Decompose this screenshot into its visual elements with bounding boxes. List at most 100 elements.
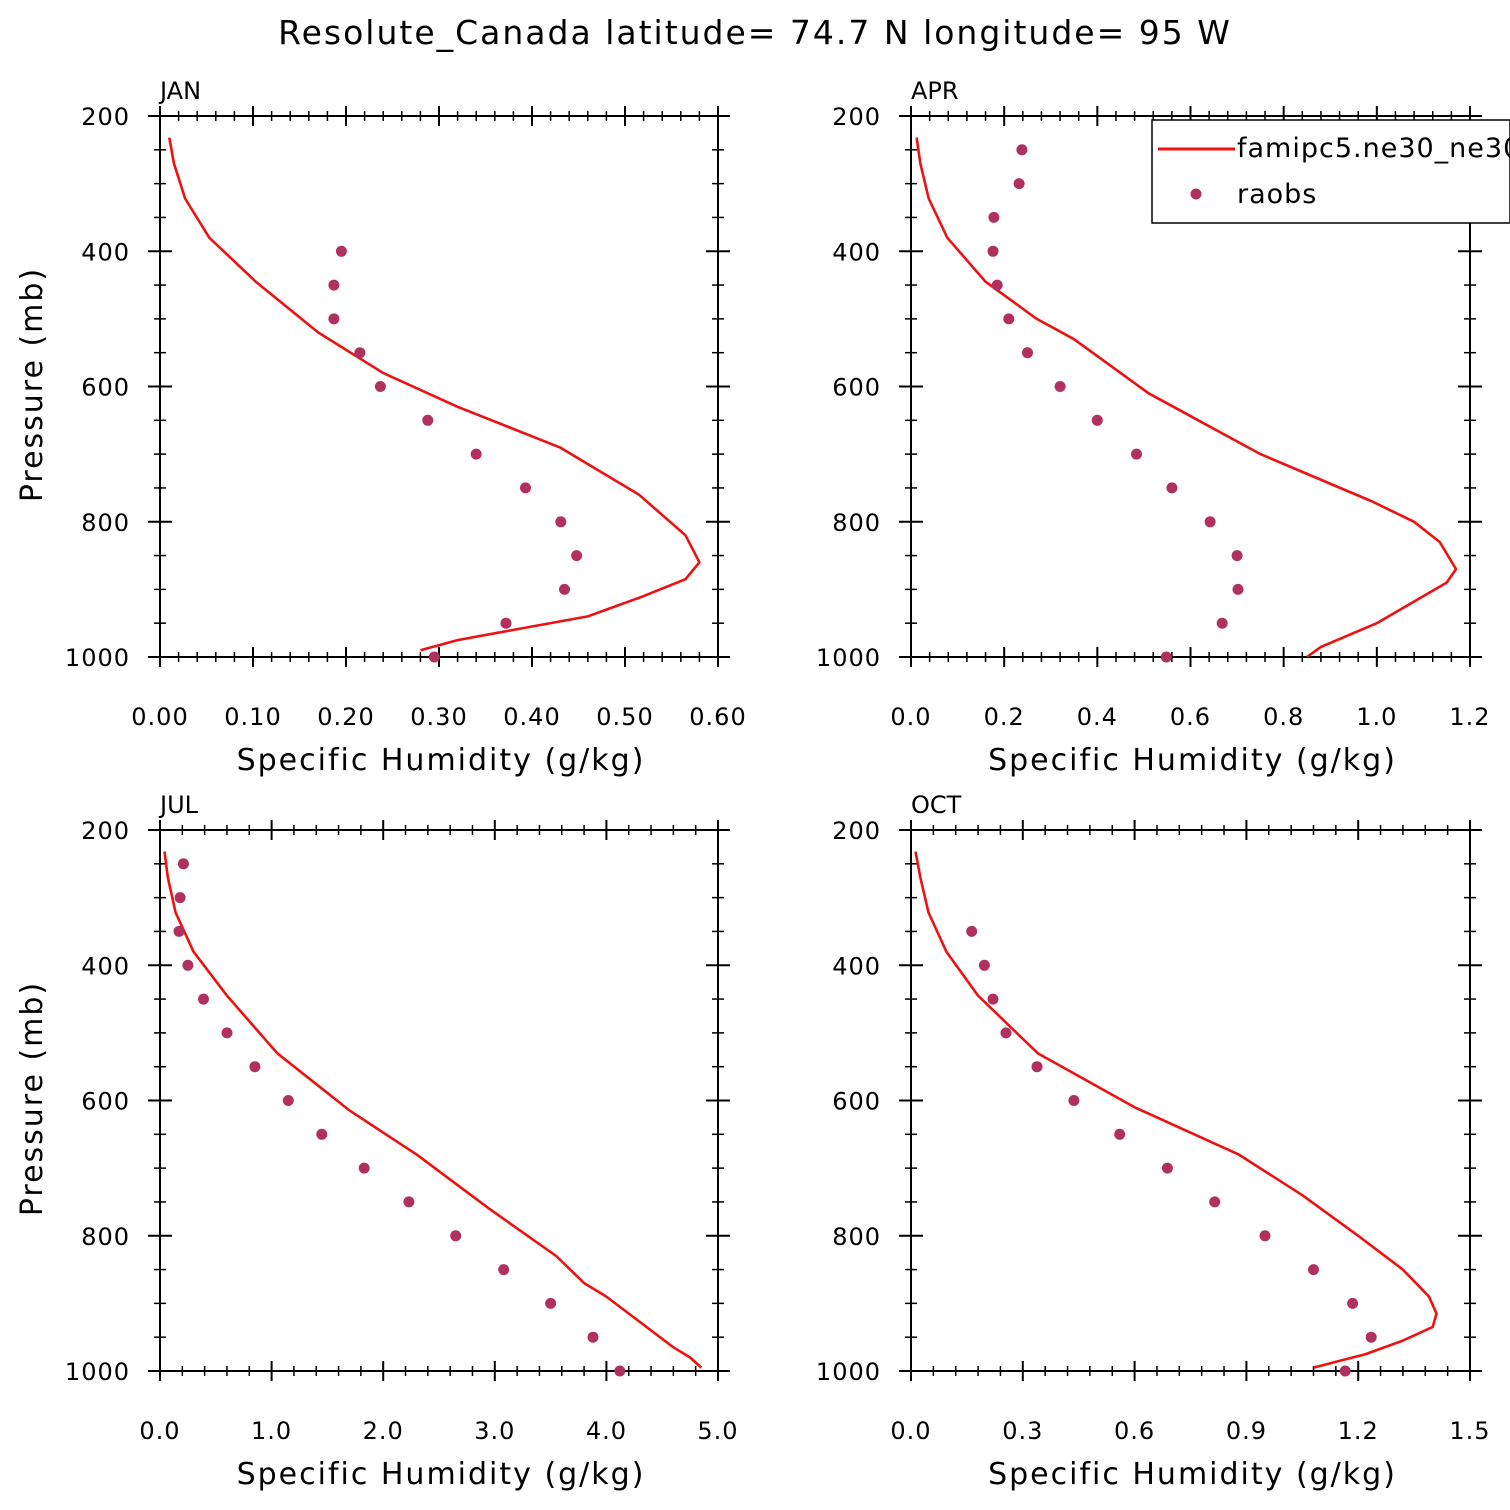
obs-point — [1166, 482, 1178, 494]
obs-point — [1031, 1061, 1043, 1073]
obs-point — [221, 1027, 233, 1039]
obs-point — [182, 959, 194, 971]
y-tick-label: 600 — [81, 1088, 130, 1116]
x-tick-label: 0.0 — [890, 703, 931, 731]
x-tick-label: 2.0 — [363, 1417, 404, 1445]
x-tick-label: 0.6 — [1114, 1417, 1155, 1445]
obs-point — [987, 993, 999, 1005]
y-tick-label: 600 — [832, 1088, 881, 1116]
obs-point — [571, 550, 583, 562]
y-tick-label: 800 — [81, 509, 130, 537]
obs-point — [1091, 414, 1103, 426]
y-tick-label: 200 — [81, 817, 130, 845]
x-tick-label: 0.4 — [1077, 703, 1118, 731]
x-tick-label: 0.00 — [131, 703, 188, 731]
x-tick-label: 4.0 — [586, 1417, 627, 1445]
obs-point — [1068, 1095, 1080, 1106]
x-tick-label: 0.0 — [139, 1417, 180, 1445]
y-tick-label: 200 — [832, 103, 881, 131]
x-tick-label: 3.0 — [474, 1417, 515, 1445]
obs-point — [249, 1061, 261, 1073]
panel-jul: JUL 0.0 1.0 2.0 3.0 4.0 5.0 200 400 600 800 1000 Spe… — [15, 791, 738, 1492]
panel-label-jan: JAN — [158, 77, 201, 105]
y-tick-label: 1000 — [65, 1358, 130, 1386]
obs-point — [987, 245, 999, 257]
panel-label-oct: OCT — [911, 791, 962, 819]
obs-point — [1000, 1027, 1012, 1039]
obs-point — [1016, 144, 1028, 156]
obs-point — [988, 211, 1000, 223]
obs-point — [470, 448, 482, 460]
obs-point — [354, 347, 366, 359]
y-tick-label: 1000 — [65, 644, 130, 672]
obs-point — [1339, 1365, 1351, 1377]
x-tick-label: 1.5 — [1449, 1417, 1490, 1445]
obs-point — [174, 892, 186, 904]
x-axis-label: Specific Humidity (g/kg) — [237, 1457, 646, 1492]
obs-point — [520, 482, 531, 494]
obs-point — [177, 858, 189, 870]
legend: famipc5.ne30_ne30 raobs — [1151, 119, 1510, 224]
obs-point — [1204, 516, 1216, 528]
panel-apr: APR 0.0 0.2 0.4 0.6 0.8 1.0 1.2 200 400 600 800 1000… — [816, 77, 1490, 778]
x-tick-label: 0.20 — [317, 703, 374, 731]
figure-title: Resolute_Canada latitude= 74.7 N longitu… — [278, 13, 1232, 52]
x-tick-label: 0.40 — [503, 703, 560, 731]
obs-point — [1308, 1264, 1319, 1276]
legend-marker-swatch — [1190, 188, 1202, 200]
model-line-jan — [168, 137, 701, 652]
obs-point — [978, 959, 990, 971]
x-tick-label: 5.0 — [697, 1417, 738, 1445]
model-line-apr — [915, 137, 1458, 657]
panel-label-jul: JUL — [158, 791, 199, 819]
legend-box — [1151, 119, 1510, 224]
obs-point — [328, 313, 340, 325]
obs-point — [587, 1331, 599, 1343]
x-tick-label: 0.0 — [890, 1417, 931, 1445]
obs-point — [1013, 178, 1025, 190]
obs-point — [1131, 448, 1142, 460]
x-axis-label: Specific Humidity (g/kg) — [237, 743, 646, 778]
obs-point — [498, 1264, 510, 1276]
y-tick-label: 200 — [81, 103, 130, 131]
obs-point — [500, 617, 512, 629]
model-line-oct — [914, 851, 1438, 1369]
obs-point — [1231, 550, 1243, 562]
obs-point — [335, 245, 347, 257]
y-tick-label: 1000 — [816, 644, 881, 672]
x-tick-label: 1.2 — [1338, 1417, 1379, 1445]
obs-point — [282, 1095, 294, 1106]
x-tick-label: 0.60 — [689, 703, 746, 731]
y-tick-label: 200 — [832, 817, 881, 845]
obs-point — [374, 381, 386, 392]
x-tick-label: 0.8 — [1263, 703, 1304, 731]
x-tick-label: 1.2 — [1449, 703, 1490, 731]
obs-point — [966, 925, 978, 937]
y-tick-label: 800 — [832, 509, 881, 537]
panel-label-apr: APR — [911, 77, 959, 105]
y-axis-label: Pressure (mb) — [15, 981, 50, 1216]
obs-point — [328, 279, 340, 291]
obs-point — [428, 651, 440, 663]
legend-label-obs: raobs — [1237, 179, 1317, 210]
obs-point — [1003, 313, 1015, 325]
x-tick-label: 0.30 — [410, 703, 467, 731]
x-tick-label: 1.0 — [251, 1417, 292, 1445]
obs-point — [1216, 617, 1228, 629]
obs-point — [991, 279, 1003, 291]
obs-point — [555, 516, 567, 528]
obs-point — [1161, 1162, 1173, 1174]
legend-label-model: famipc5.ne30_ne30 — [1237, 133, 1510, 164]
x-tick-label: 0.2 — [984, 703, 1025, 731]
obs-point — [358, 1162, 370, 1174]
y-tick-label: 400 — [832, 952, 881, 980]
obs-point — [1365, 1331, 1377, 1343]
y-tick-label: 800 — [832, 1223, 881, 1251]
x-tick-label: 0.50 — [596, 703, 653, 731]
x-axis-label: Specific Humidity (g/kg) — [988, 1457, 1397, 1492]
y-tick-label: 1000 — [816, 1358, 881, 1386]
y-tick-label: 600 — [832, 374, 881, 402]
obs-point — [1209, 1196, 1221, 1208]
obs-point — [1114, 1128, 1126, 1140]
